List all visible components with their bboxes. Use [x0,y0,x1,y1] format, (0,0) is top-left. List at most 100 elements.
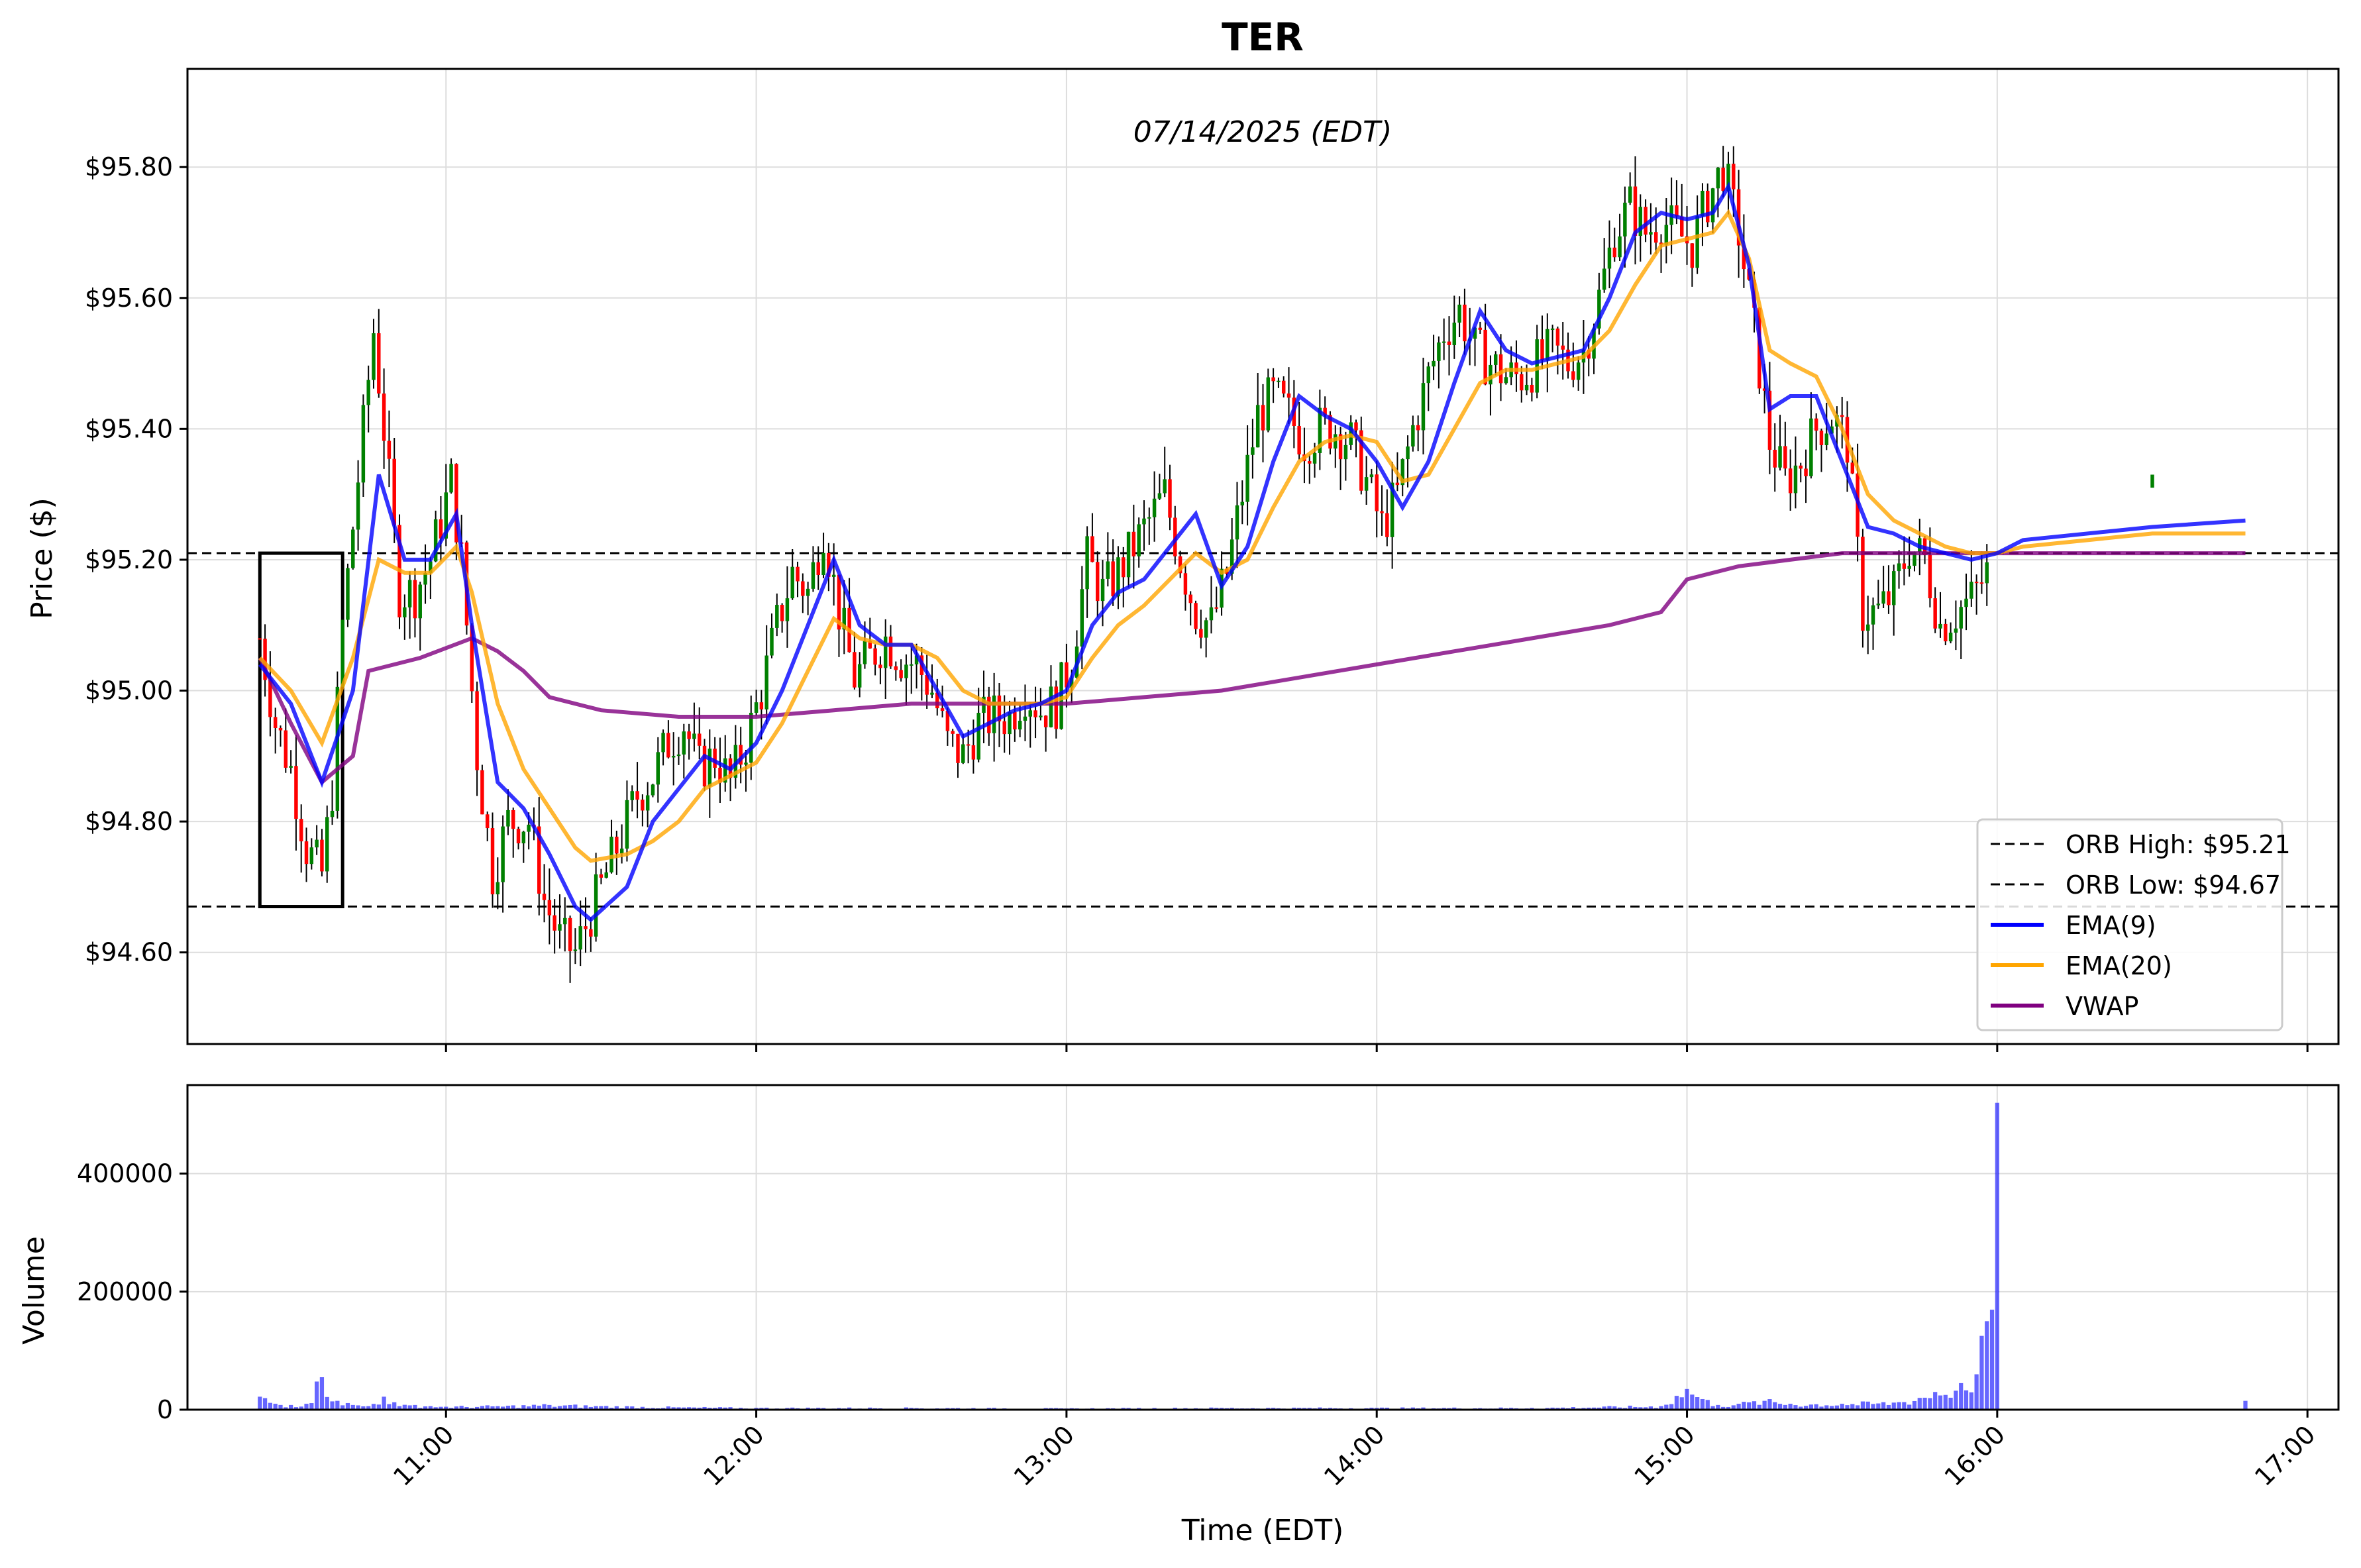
candle-body [785,598,790,621]
candle-body [739,745,743,765]
volume-bar [702,1406,707,1410]
volume-bar [640,1406,645,1410]
candle-body [1473,327,1477,339]
candle-body [346,568,350,620]
candle-body [1142,518,1146,525]
volume-bar [1421,1407,1426,1410]
candle-body [521,831,526,844]
candle-body [1592,328,1596,359]
candle-body [1540,339,1544,360]
candle-body [1706,191,1710,223]
legend-label-orb-low: ORB Low: $94.67 [2066,870,2281,900]
candle-body [806,588,810,596]
volume-bar [356,1405,360,1410]
volume-bar [1700,1398,1705,1410]
volume-bar [562,1405,567,1410]
candle-body [888,636,893,666]
candle-body [961,744,965,763]
candle-body [1452,323,1457,345]
volume-bar [1969,1392,1973,1410]
candle-body [853,652,857,688]
candle-body [775,605,779,628]
volume-bar [335,1400,340,1410]
candle-body [899,670,903,678]
candle-body [925,674,929,695]
candle-body [407,580,412,607]
volume-bar [594,1406,598,1410]
candle-body [945,711,950,731]
price-tick-label: $94.80 [85,807,173,836]
candle-body [956,733,960,763]
volume-bar [1928,1398,1932,1410]
volume-bar [1695,1397,1700,1410]
volume-bar [614,1406,619,1410]
candle-body [511,810,515,829]
volume-bar [1757,1404,1761,1410]
candle-body [356,482,360,530]
candle-body [1985,562,1989,584]
candle-body [490,828,495,895]
time-axis-label: Time (EDT) [1181,1514,1344,1547]
candle-body [641,800,645,811]
candle-body [1188,594,1192,603]
volume-bar [273,1404,278,1410]
candle-body [827,552,831,577]
volume-bar [1809,1404,1813,1410]
candle-body [723,758,727,783]
candle-body [1555,328,1560,346]
candle-body [1793,465,1798,494]
volume-bar [1974,1374,1979,1410]
candle-body [1426,366,1431,384]
candle-body [1690,243,1695,268]
candle-body [294,766,298,819]
candle-body [1261,405,1265,431]
candle-body [697,733,702,746]
volume-bar [1917,1398,1922,1410]
volume-bar [557,1406,562,1410]
volume-bar [542,1404,547,1410]
volume-bar [413,1404,417,1410]
volume-bar [790,1407,795,1410]
candle-body [842,607,847,630]
candle-body [1416,425,1420,431]
price-tick-label: $95.40 [85,414,173,443]
volume-bar [1742,1402,1746,1410]
volume-bar [1571,1407,1575,1410]
volume-bar [387,1404,392,1410]
candle-body [1338,434,1343,460]
volume-bar [402,1404,407,1410]
candle-body [1633,186,1638,236]
candle-body [1840,415,1844,417]
candle-body [1638,207,1643,236]
volume-axis-label: Volume [17,1236,51,1345]
volume-bar [350,1404,355,1410]
volume-bar [1685,1388,1689,1410]
volume-bar [1865,1401,1870,1410]
candle-body [1530,384,1534,393]
candle-body [1948,633,1953,642]
volume-bar [697,1407,702,1410]
candle-body [1271,377,1275,382]
price-axes-frame [186,68,2340,1045]
candle-body [666,733,670,758]
candle-body [573,949,578,951]
candle-body [516,829,521,844]
volume-bar [1814,1404,1818,1410]
candle-body [1767,390,1772,450]
candle-body [1732,164,1736,189]
candle-body [372,333,376,380]
volume-bar [258,1396,262,1410]
candle-body [299,819,303,842]
candle-body [1964,598,1968,607]
volume-bar [511,1405,515,1410]
volume-bar [361,1406,366,1410]
volume-bar [1550,1407,1555,1410]
volume-bar [868,1407,872,1410]
candle-body [966,744,971,746]
volume-bar [527,1406,531,1410]
candle-body [1354,422,1358,431]
candle-body [1147,517,1151,519]
candle-body [599,874,603,878]
candle-body [1240,501,1245,505]
candle-body [1938,623,1942,629]
